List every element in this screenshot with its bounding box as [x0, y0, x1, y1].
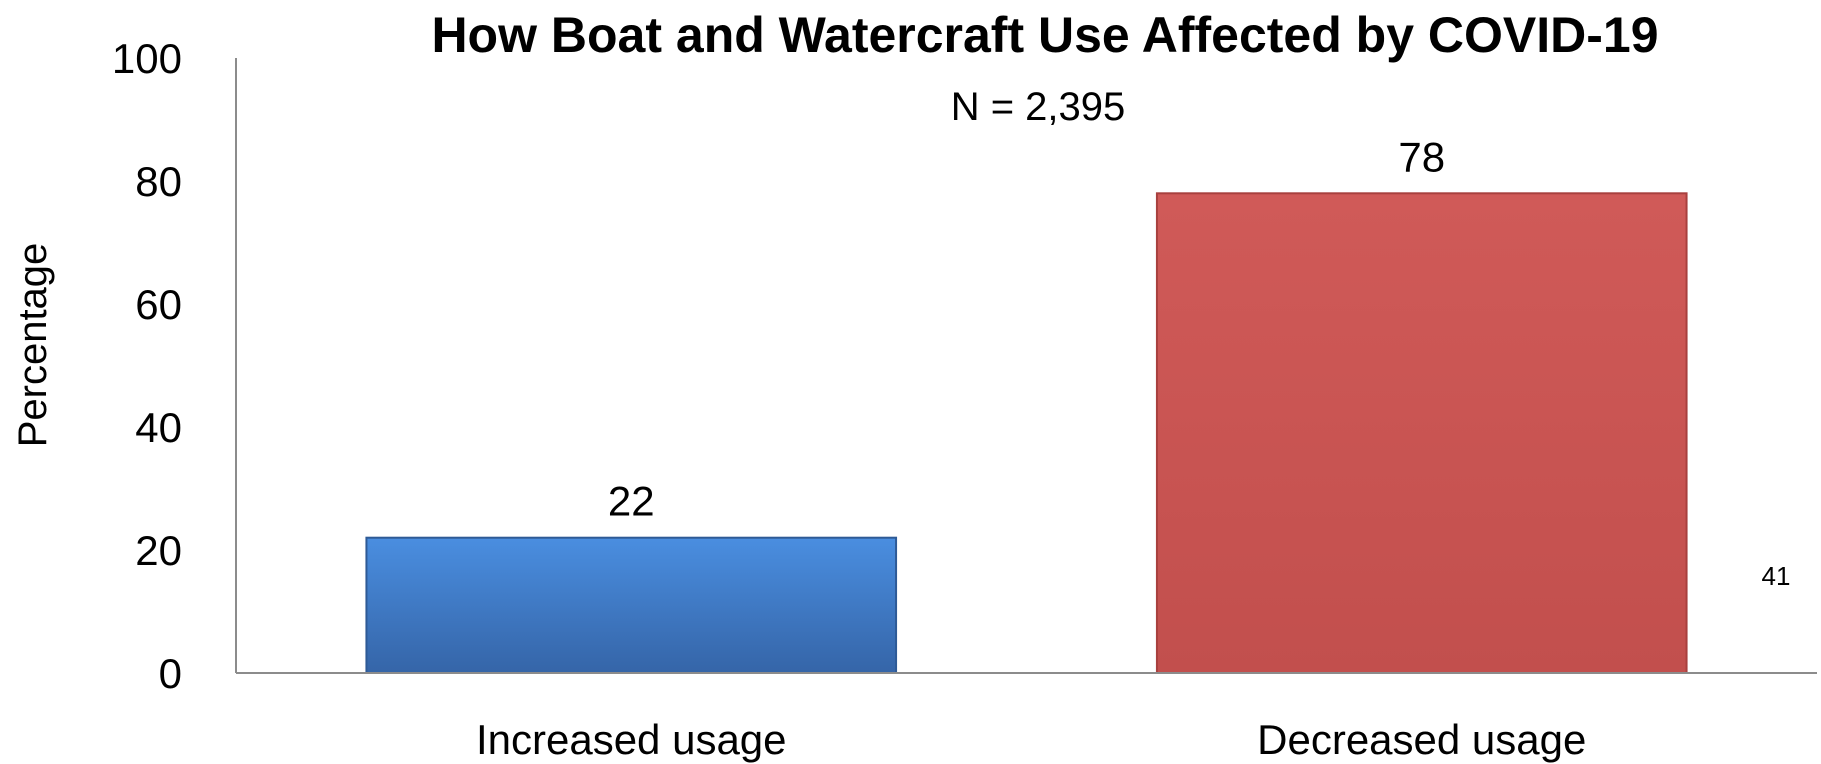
bar-decreased-usage — [1155, 192, 1688, 675]
chart-subtitle: N = 2,395 — [951, 85, 1126, 129]
y-tick-label: 40 — [135, 404, 182, 451]
data-label: 22 — [608, 478, 655, 525]
data-labels: 22 78 — [608, 133, 1445, 524]
y-tick-label: 80 — [135, 158, 182, 205]
y-tick-label: 100 — [112, 35, 182, 82]
category-labels: Increased usage Decreased usage — [476, 716, 1586, 763]
page-number: 41 — [1762, 561, 1791, 591]
y-tick-label: 0 — [159, 650, 182, 697]
category-label: Increased usage — [476, 716, 787, 763]
category-label: Decreased usage — [1257, 716, 1586, 763]
y-tick-label: 20 — [135, 527, 182, 574]
y-axis-ticks: 0 20 40 60 80 100 — [112, 35, 182, 697]
y-axis-title: Percentage — [11, 243, 55, 448]
y-tick-label: 60 — [135, 281, 182, 328]
data-label: 78 — [1398, 133, 1445, 180]
chart-title: How Boat and Watercraft Use Affected by … — [431, 7, 1658, 63]
bar-increased-usage — [365, 536, 898, 675]
bars — [365, 192, 1688, 675]
